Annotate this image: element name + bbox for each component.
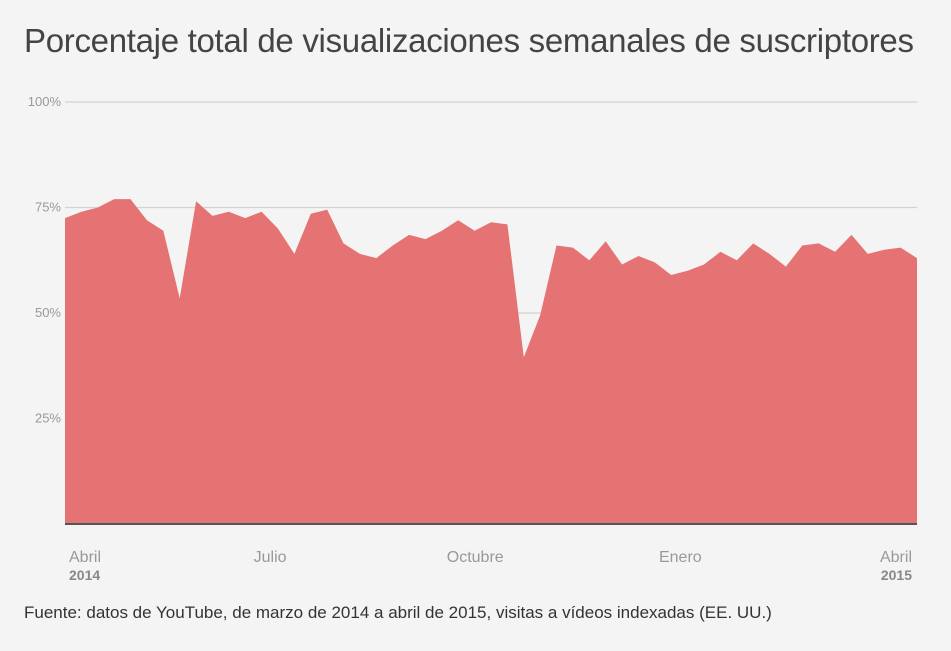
y-tick-label: 100% xyxy=(28,94,62,109)
x-tick-label: Abril xyxy=(880,549,912,566)
area-series xyxy=(65,199,917,524)
x-tick-year: 2015 xyxy=(881,567,912,583)
x-tick-label: Octubre xyxy=(447,549,504,566)
y-tick-label: 50% xyxy=(35,305,61,320)
y-axis-ticks: 25% 50% 75% 100% xyxy=(28,94,62,426)
chart-title: Porcentaje total de visualizaciones sema… xyxy=(24,22,914,59)
x-tick-label: Enero xyxy=(659,549,702,566)
y-tick-label: 25% xyxy=(35,411,61,426)
x-tick-year: 2014 xyxy=(69,567,100,583)
x-tick-label: Julio xyxy=(254,549,287,566)
source-note: Fuente: datos de YouTube, de marzo de 20… xyxy=(24,603,772,622)
y-tick-label: 75% xyxy=(35,200,61,215)
x-tick-label: Abril xyxy=(69,549,101,566)
